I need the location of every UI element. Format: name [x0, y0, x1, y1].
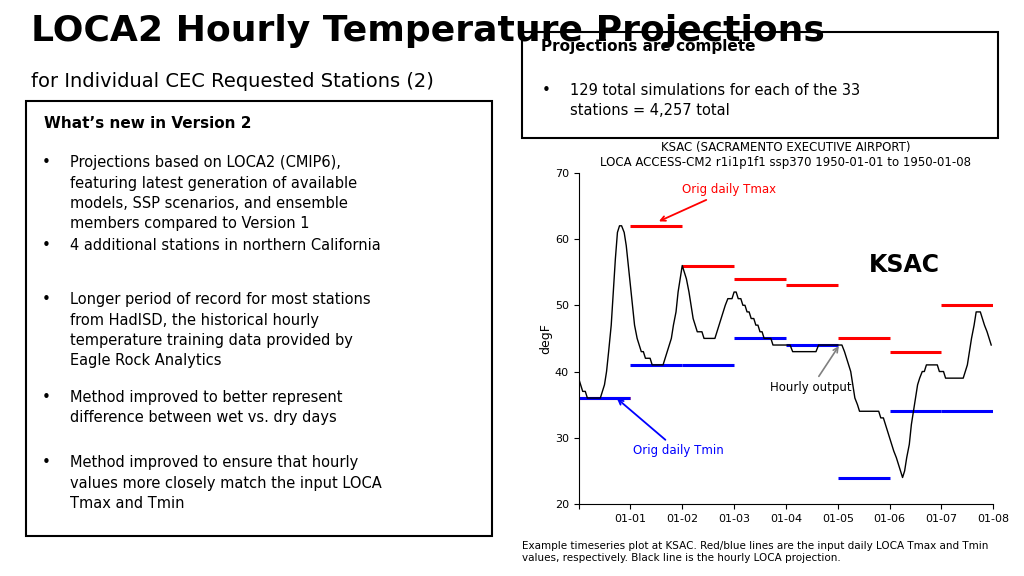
- Text: for Individual CEC Requested Stations (2): for Individual CEC Requested Stations (2…: [31, 72, 433, 91]
- Text: 4 additional stations in northern California: 4 additional stations in northern Califo…: [70, 238, 381, 253]
- Text: •: •: [42, 238, 51, 253]
- Y-axis label: degF: degF: [539, 323, 552, 354]
- Text: Projections based on LOCA2 (CMIP6),
featuring latest generation of available
mod: Projections based on LOCA2 (CMIP6), feat…: [70, 155, 357, 232]
- Text: •: •: [42, 390, 51, 405]
- Text: Example timeseries plot at KSAC. Red/blue lines are the input daily LOCA Tmax an: Example timeseries plot at KSAC. Red/blu…: [522, 541, 988, 563]
- Text: Method improved to better represent
difference between wet vs. dry days: Method improved to better represent diff…: [70, 390, 342, 426]
- Title: KSAC (SACRAMENTO EXECUTIVE AIRPORT)
LOCA ACCESS-CM2 r1i1p1f1 ssp370 1950-01-01 t: KSAC (SACRAMENTO EXECUTIVE AIRPORT) LOCA…: [600, 141, 972, 169]
- Text: Orig daily Tmin: Orig daily Tmin: [618, 400, 724, 457]
- Text: LOCA2 Hourly Temperature Projections: LOCA2 Hourly Temperature Projections: [31, 14, 824, 48]
- Text: KSAC: KSAC: [868, 253, 940, 277]
- Text: •: •: [42, 155, 51, 170]
- Text: Orig daily Tmax: Orig daily Tmax: [660, 183, 776, 221]
- Text: Method improved to ensure that hourly
values more closely match the input LOCA
T: Method improved to ensure that hourly va…: [70, 455, 382, 511]
- Text: •: •: [42, 455, 51, 470]
- Text: Projections are complete: Projections are complete: [542, 39, 756, 54]
- Text: Longer period of record for most stations
from HadISD, the historical hourly
tem: Longer period of record for most station…: [70, 292, 371, 368]
- Text: Hourly output: Hourly output: [770, 347, 852, 395]
- Text: •: •: [42, 292, 51, 307]
- Text: What’s new in Version 2: What’s new in Version 2: [44, 116, 252, 131]
- Text: 129 total simulations for each of the 33
stations = 4,257 total: 129 total simulations for each of the 33…: [569, 83, 860, 118]
- Text: •: •: [542, 83, 550, 98]
